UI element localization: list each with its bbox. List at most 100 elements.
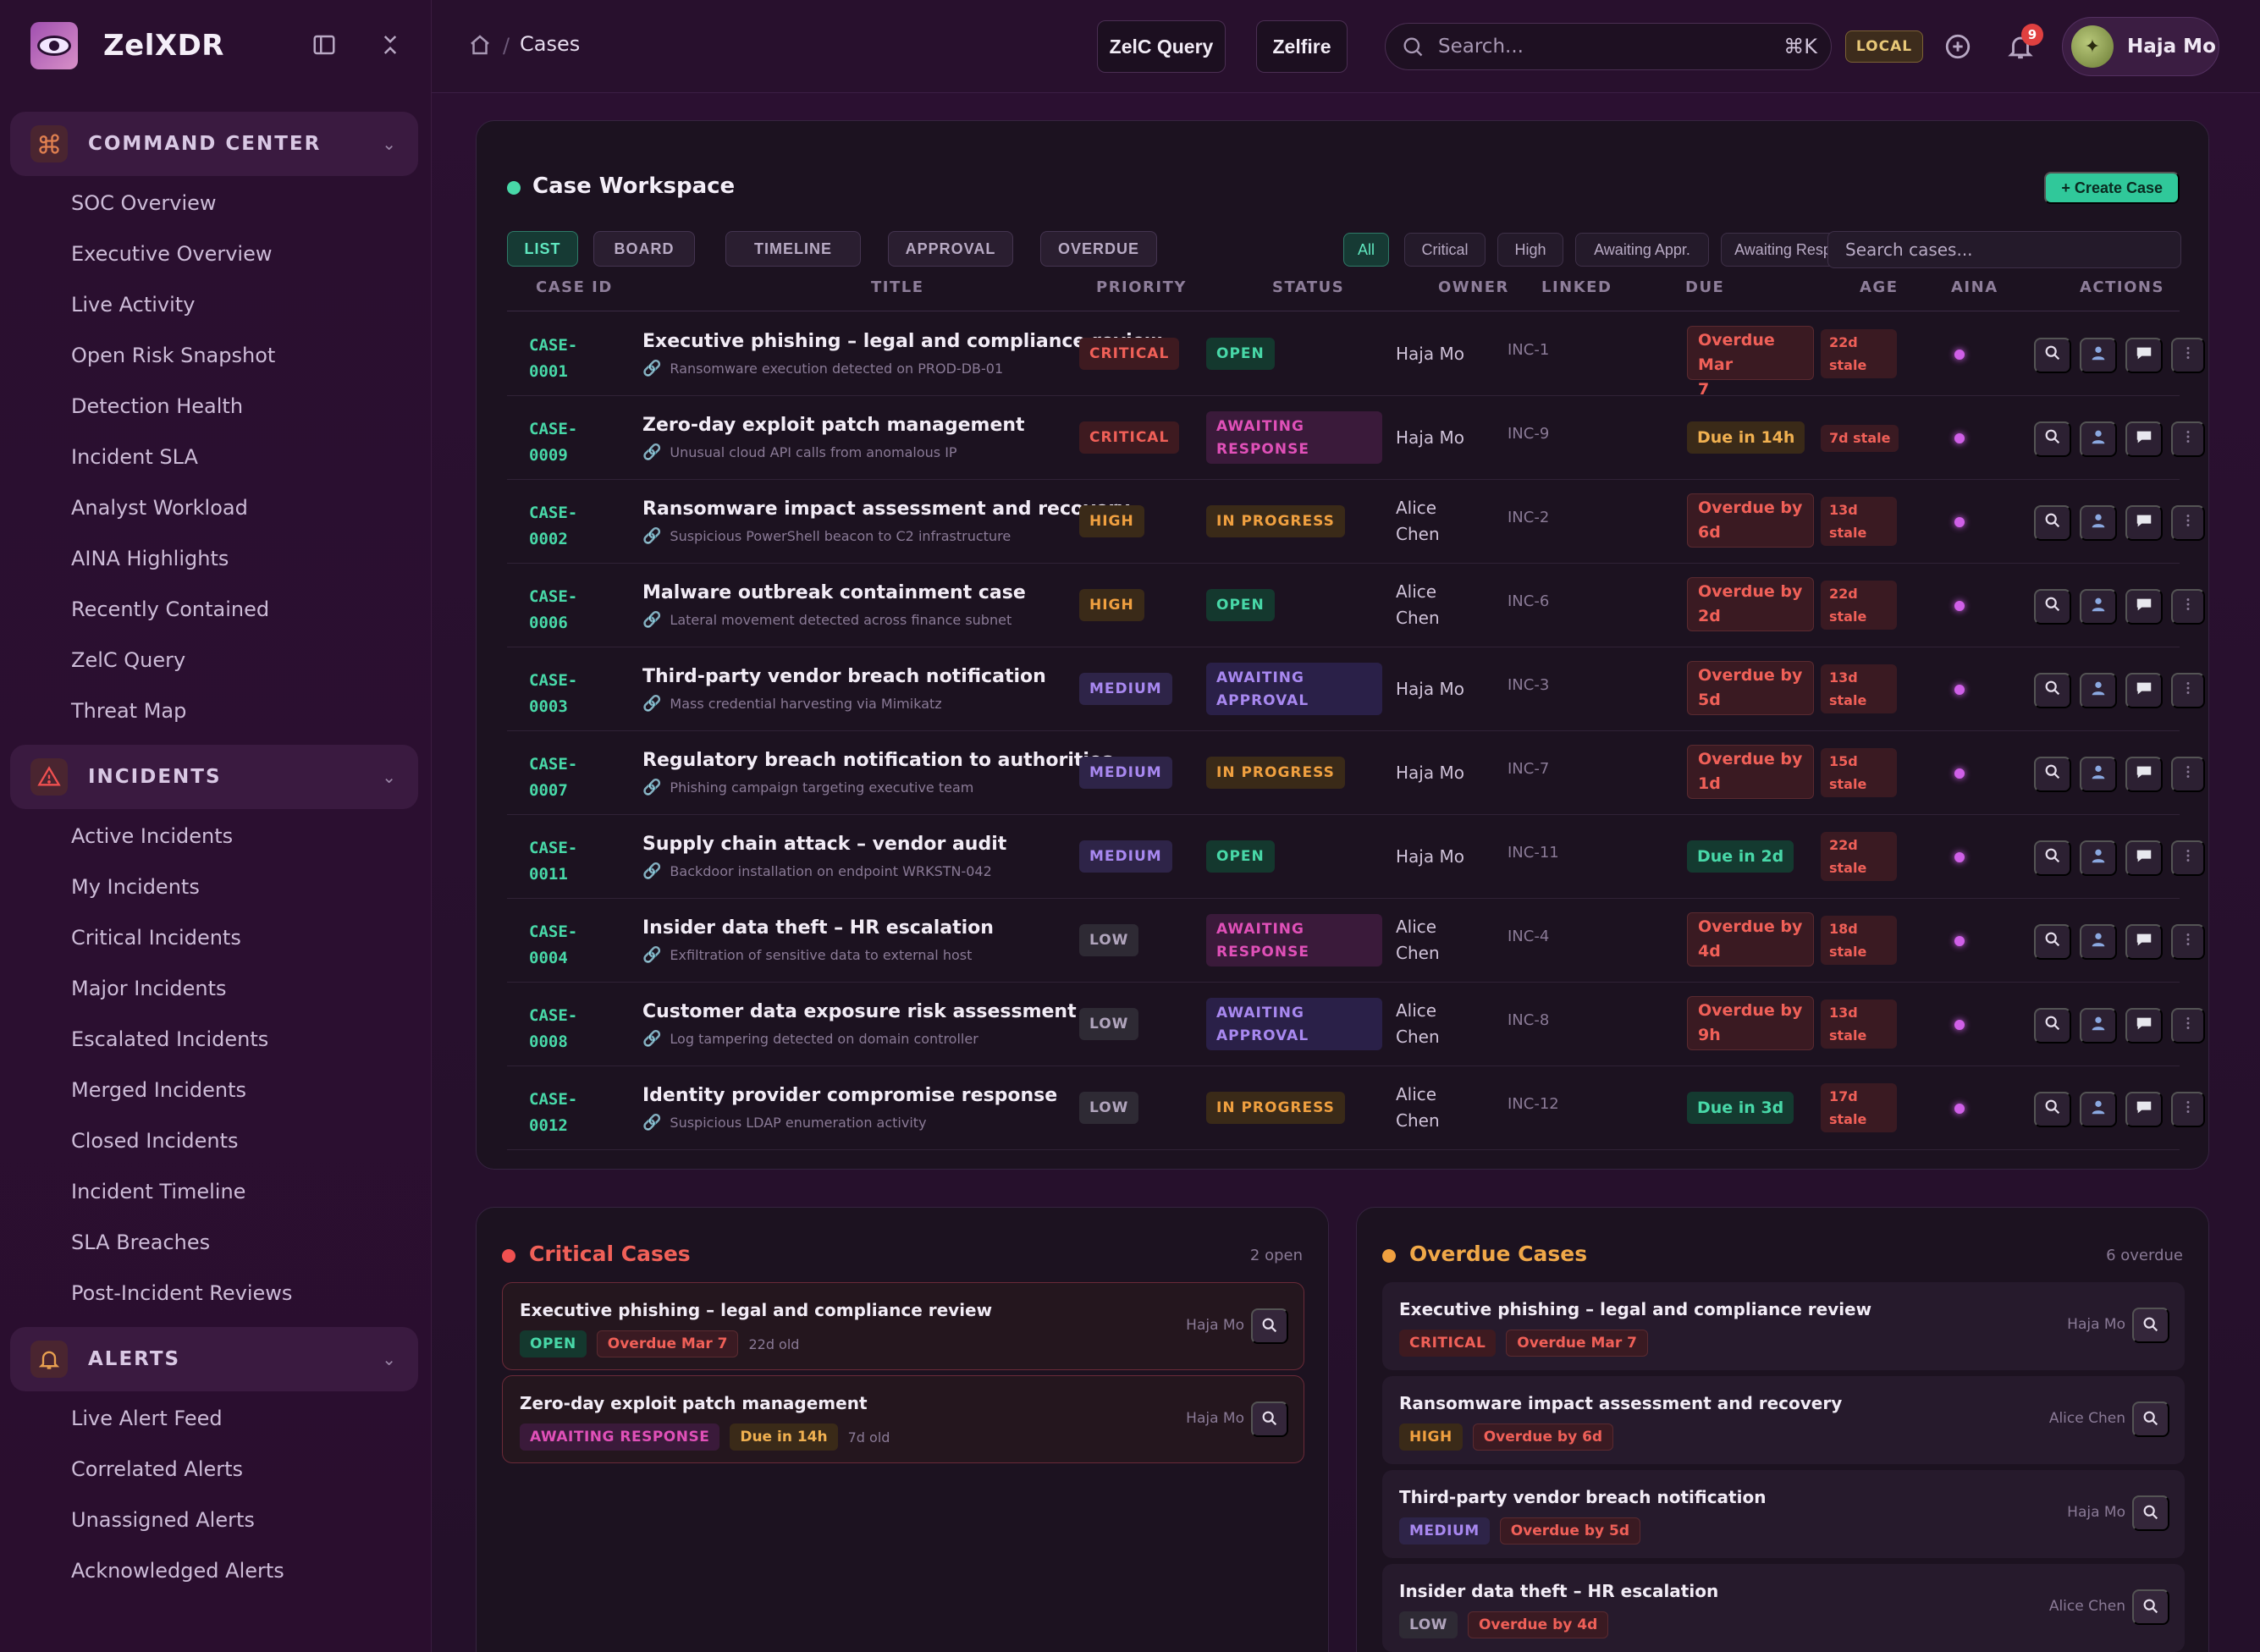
- assign-case-button[interactable]: [2080, 505, 2117, 541]
- more-actions-button[interactable]: [2171, 840, 2205, 876]
- sidebar-toggle-icon[interactable]: [310, 30, 339, 59]
- linked-incident[interactable]: INC-12: [1508, 1095, 1559, 1113]
- more-actions-button[interactable]: [2171, 338, 2205, 373]
- assign-case-button[interactable]: [2080, 924, 2117, 960]
- list-item[interactable]: Zero-day exploit patch management AWAITIN…: [502, 1375, 1304, 1463]
- tab-timeline[interactable]: TIMELINE: [725, 231, 861, 267]
- view-case-button[interactable]: [2034, 757, 2071, 792]
- sidebar-item-recently-contained[interactable]: Recently Contained: [71, 597, 270, 621]
- table-row[interactable]: CASE- 0001 Executive phishing – legal and …: [507, 312, 2205, 399]
- more-actions-button[interactable]: [2171, 589, 2205, 625]
- view-case-button[interactable]: [2034, 1092, 2071, 1127]
- table-row[interactable]: CASE- 0009 Zero-day exploit patch manageme…: [507, 396, 2205, 480]
- assign-case-button[interactable]: [2080, 1008, 2117, 1044]
- view-case-button[interactable]: [2034, 1008, 2071, 1044]
- comment-case-button[interactable]: [2125, 505, 2163, 541]
- linked-incident[interactable]: INC-3: [1508, 676, 1550, 694]
- tab-approval[interactable]: APPROVAL: [888, 231, 1013, 267]
- table-row[interactable]: CASE- 0012 Identity provider compromise re…: [507, 1066, 2205, 1150]
- nav-group-command-center[interactable]: COMMAND CENTER ⌄: [10, 112, 418, 176]
- comment-case-button[interactable]: [2125, 924, 2163, 960]
- table-row[interactable]: CASE- 0008 Customer data exposure risk ass…: [507, 983, 2205, 1066]
- column-header-status[interactable]: STATUS: [1272, 278, 1345, 296]
- sidebar-item-live-activity[interactable]: Live Activity: [71, 293, 196, 317]
- sidebar-item-soc-overview[interactable]: SOC Overview: [71, 191, 217, 215]
- view-case-button[interactable]: [2034, 421, 2071, 457]
- column-header-age[interactable]: AGE: [1860, 278, 1899, 296]
- linked-incident[interactable]: INC-11: [1508, 844, 1559, 862]
- sidebar-item-critical-incidents[interactable]: Critical Incidents: [71, 926, 241, 950]
- assign-case-button[interactable]: [2080, 421, 2117, 457]
- sidebar-item-live-alert-feed[interactable]: Live Alert Feed: [71, 1407, 223, 1430]
- sidebar-item-aina-highlights[interactable]: AINA Highlights: [71, 547, 229, 570]
- collapse-icon[interactable]: [376, 30, 405, 59]
- user-menu[interactable]: ✦ Haja Mo: [2062, 17, 2219, 76]
- table-row[interactable]: CASE- 0002 Ransomware impact assessment an…: [507, 480, 2205, 564]
- brand[interactable]: ZelXDR: [30, 22, 224, 69]
- global-search-input[interactable]: [1438, 36, 1760, 58]
- more-actions-button[interactable]: [2171, 757, 2205, 792]
- breadcrumb-current[interactable]: Cases: [520, 32, 581, 56]
- list-item[interactable]: Ransomware impact assessment and recover…: [1382, 1376, 2185, 1464]
- more-actions-button[interactable]: [2171, 673, 2205, 708]
- view-case-button[interactable]: [2034, 589, 2071, 625]
- case-title[interactable]: Malware outbreak containment case: [642, 582, 1026, 603]
- case-search-input[interactable]: [1827, 231, 2181, 268]
- sidebar-item-open-risk-snapshot[interactable]: Open Risk Snapshot: [71, 344, 276, 367]
- filter-all[interactable]: All: [1343, 233, 1389, 267]
- case-title[interactable]: Ransomware impact assessment and recover…: [1399, 1393, 1843, 1413]
- sidebar-item-escalated-incidents[interactable]: Escalated Incidents: [71, 1027, 269, 1051]
- case-id[interactable]: CASE- 0011: [529, 839, 578, 884]
- case-id[interactable]: CASE- 0002: [529, 504, 578, 548]
- view-case-button[interactable]: [2034, 924, 2071, 960]
- comment-case-button[interactable]: [2125, 673, 2163, 708]
- case-id[interactable]: CASE- 0007: [529, 755, 578, 800]
- tab-list[interactable]: LIST: [507, 231, 578, 267]
- view-case-button[interactable]: [1251, 1308, 1288, 1344]
- sidebar-item-executive-overview[interactable]: Executive Overview: [71, 242, 273, 266]
- sidebar-item-major-incidents[interactable]: Major Incidents: [71, 977, 227, 1000]
- case-title[interactable]: Insider data theft – HR escalation: [1399, 1581, 1719, 1601]
- view-case-button[interactable]: [2034, 338, 2071, 373]
- sidebar-item-analyst-workload[interactable]: Analyst Workload: [71, 496, 248, 520]
- assign-case-button[interactable]: [2080, 673, 2117, 708]
- assign-case-button[interactable]: [2080, 757, 2117, 792]
- assign-case-button[interactable]: [2080, 589, 2117, 625]
- sidebar-item-active-incidents[interactable]: Active Incidents: [71, 824, 234, 848]
- global-search[interactable]: ⌘K: [1385, 23, 1832, 70]
- comment-case-button[interactable]: [2125, 1092, 2163, 1127]
- more-actions-button[interactable]: [2171, 1092, 2205, 1127]
- column-header-linked[interactable]: LINKED: [1541, 278, 1612, 296]
- sidebar-item-zelc-query[interactable]: ZelC Query: [71, 648, 186, 672]
- case-title[interactable]: Supply chain attack – vendor audit: [642, 834, 1007, 855]
- case-title[interactable]: Insider data theft – HR escalation: [642, 917, 994, 939]
- comment-case-button[interactable]: [2125, 757, 2163, 792]
- view-case-button[interactable]: [1251, 1401, 1288, 1437]
- view-case-button[interactable]: [2132, 1495, 2169, 1531]
- comment-case-button[interactable]: [2125, 1008, 2163, 1044]
- case-title[interactable]: Identity provider compromise response: [642, 1085, 1058, 1106]
- chevron-down-icon[interactable]: ⌄: [382, 767, 396, 787]
- column-header-due[interactable]: DUE: [1685, 278, 1725, 296]
- case-title[interactable]: Regulatory breach notification to author…: [642, 750, 1113, 771]
- linked-incident[interactable]: INC-8: [1508, 1011, 1550, 1029]
- list-item[interactable]: Executive phishing – legal and complianc…: [1382, 1282, 2185, 1370]
- assign-case-button[interactable]: [2080, 840, 2117, 876]
- table-row[interactable]: CASE- 0011 Supply chain attack – vendor au…: [507, 815, 2205, 899]
- comment-case-button[interactable]: [2125, 338, 2163, 373]
- zelc-query-button[interactable]: ZelC Query: [1097, 20, 1226, 73]
- table-row[interactable]: CASE- 0003 Third-party vendor breach notif…: [507, 647, 2205, 731]
- chevron-down-icon[interactable]: ⌄: [382, 1349, 396, 1369]
- column-header-title[interactable]: TITLE: [871, 278, 924, 296]
- sidebar-item-correlated-alerts[interactable]: Correlated Alerts: [71, 1457, 244, 1481]
- case-title[interactable]: Zero-day exploit patch management: [642, 415, 1025, 436]
- sidebar-item-detection-health[interactable]: Detection Health: [71, 394, 244, 418]
- comment-case-button[interactable]: [2125, 421, 2163, 457]
- view-case-button[interactable]: [2034, 840, 2071, 876]
- linked-incident[interactable]: INC-9: [1508, 425, 1550, 443]
- view-case-button[interactable]: [2132, 1589, 2169, 1625]
- assign-case-button[interactable]: [2080, 1092, 2117, 1127]
- linked-incident[interactable]: INC-4: [1508, 928, 1550, 945]
- sidebar-item-unassigned-alerts[interactable]: Unassigned Alerts: [71, 1508, 255, 1532]
- zelfire-button[interactable]: Zelfire: [1256, 20, 1348, 73]
